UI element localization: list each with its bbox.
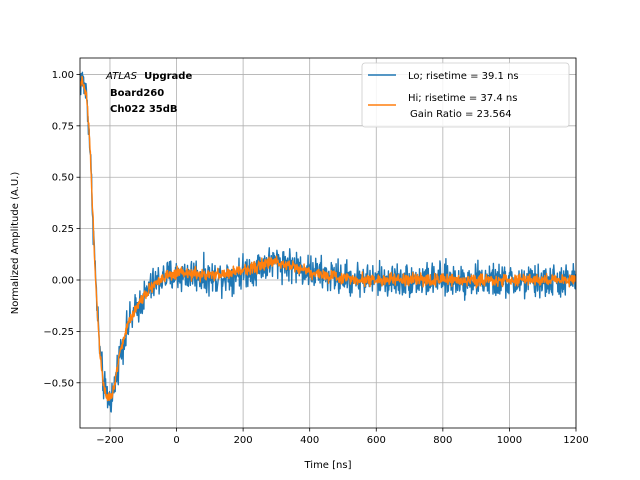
x-tick-label: 0 bbox=[173, 435, 179, 446]
y-tick-label: 1.00 bbox=[52, 70, 74, 81]
legend: Lo; risetime = 39.1 ns Hi; risetime = 37… bbox=[361, 62, 570, 128]
ticks: −200 0 200 400 600 800 1000 1200 −0.50 −0.25 0.00 0… bbox=[43, 70, 588, 446]
x-tick-label: −200 bbox=[96, 435, 123, 446]
series-layer bbox=[80, 71, 576, 413]
channel-label: Ch022 35dB bbox=[110, 104, 178, 115]
legend-label-gain-ratio: Gain Ratio = 23.564 bbox=[410, 109, 512, 120]
y-tick-label: 0.50 bbox=[52, 173, 74, 184]
x-tick-label: 600 bbox=[367, 435, 386, 446]
series-line-hi bbox=[80, 75, 576, 402]
x-tick-label: 400 bbox=[300, 435, 319, 446]
svg-text:ATLAS Upgrade: ATLAS Upgrade bbox=[105, 71, 192, 82]
y-tick-label: 0.75 bbox=[52, 121, 74, 132]
y-tick-label: −0.50 bbox=[43, 378, 74, 389]
y-tick-label: 0.00 bbox=[52, 276, 74, 287]
y-tick-label: 0.25 bbox=[52, 224, 74, 235]
x-tick-label: 1000 bbox=[497, 435, 522, 446]
experiment-annotation: ATLAS Upgrade Board260 Ch022 35dB bbox=[105, 71, 192, 115]
x-tick-label: 200 bbox=[234, 435, 253, 446]
y-axis-title: Normalized Amplitude (A.U.) bbox=[10, 172, 21, 315]
x-axis-title: Time [ns] bbox=[303, 460, 351, 471]
y-tick-label: −0.25 bbox=[43, 327, 74, 338]
board-label: Board260 bbox=[110, 88, 164, 99]
x-tick-label: 800 bbox=[433, 435, 452, 446]
upgrade-label: Upgrade bbox=[144, 71, 192, 82]
x-tick-label: 1200 bbox=[563, 435, 588, 446]
plot-frame bbox=[79, 57, 577, 429]
atlas-label: ATLAS bbox=[105, 71, 138, 82]
legend-box bbox=[361, 62, 570, 128]
legend-label-lo: Lo; risetime = 39.1 ns bbox=[408, 71, 519, 82]
legend-label-hi: Hi; risetime = 37.4 ns bbox=[408, 93, 517, 104]
